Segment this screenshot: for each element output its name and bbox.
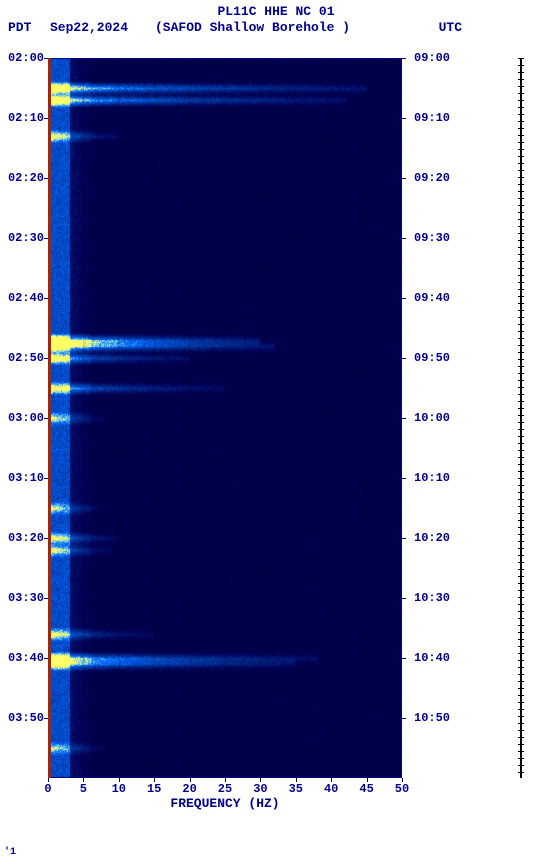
y-tick-right: 10:10 <box>414 471 450 485</box>
tick-mark <box>402 298 406 299</box>
y-tick-right: 10:00 <box>414 411 450 425</box>
y-tick-right: 10:50 <box>414 711 450 725</box>
tick-mark <box>367 778 368 782</box>
tick-mark <box>402 658 406 659</box>
tick-mark <box>154 778 155 782</box>
x-tick: 40 <box>324 782 338 796</box>
y-tick-left: 03:40 <box>0 651 44 665</box>
tick-mark <box>190 778 191 782</box>
tick-mark <box>44 58 48 59</box>
y-tick-left: 02:50 <box>0 351 44 365</box>
y-tick-right: 09:20 <box>414 171 450 185</box>
y-tick-right: 09:50 <box>414 351 450 365</box>
x-tick: 20 <box>182 782 196 796</box>
y-tick-right: 09:40 <box>414 291 450 305</box>
y-tick-left: 02:00 <box>0 51 44 65</box>
tick-mark <box>402 598 406 599</box>
tick-mark <box>402 718 406 719</box>
tick-mark <box>44 298 48 299</box>
zero-frequency-line <box>48 58 51 778</box>
timezone-left-label: PDT <box>8 20 31 35</box>
y-tick-left: 03:20 <box>0 531 44 545</box>
tick-mark <box>44 598 48 599</box>
station-description: (SAFOD Shallow Borehole ) <box>155 20 350 35</box>
tick-mark <box>44 538 48 539</box>
y-tick-left: 03:10 <box>0 471 44 485</box>
y-tick-right: 09:30 <box>414 231 450 245</box>
tick-mark <box>83 778 84 782</box>
tick-mark <box>402 238 406 239</box>
x-tick: 30 <box>253 782 267 796</box>
x-tick: 0 <box>44 782 51 796</box>
x-axis-label: FREQUENCY (HZ) <box>0 796 450 811</box>
amplitude-scale-bar <box>520 58 522 778</box>
tick-mark <box>260 778 261 782</box>
y-tick-right: 10:20 <box>414 531 450 545</box>
y-tick-right: 09:10 <box>414 111 450 125</box>
tick-mark <box>402 178 406 179</box>
tick-mark <box>44 418 48 419</box>
tick-mark <box>402 538 406 539</box>
tick-mark <box>44 358 48 359</box>
x-tick: 10 <box>112 782 126 796</box>
y-tick-left: 03:30 <box>0 591 44 605</box>
x-tick: 35 <box>289 782 303 796</box>
y-tick-left: 03:00 <box>0 411 44 425</box>
y-tick-right: 10:40 <box>414 651 450 665</box>
y-tick-right: 09:00 <box>414 51 450 65</box>
corner-mark: '1 <box>4 847 16 858</box>
tick-mark <box>225 778 226 782</box>
y-tick-left: 02:40 <box>0 291 44 305</box>
tick-mark <box>44 658 48 659</box>
x-tick: 15 <box>147 782 161 796</box>
tick-mark <box>331 778 332 782</box>
tick-mark <box>402 478 406 479</box>
y-tick-left: 02:20 <box>0 171 44 185</box>
tick-mark <box>44 178 48 179</box>
date-label: Sep22,2024 <box>50 20 128 35</box>
tick-mark <box>296 778 297 782</box>
y-tick-left: 02:30 <box>0 231 44 245</box>
chart-title: PL11C HHE NC 01 <box>0 4 552 19</box>
tick-mark <box>402 418 406 419</box>
tick-mark <box>402 358 406 359</box>
spectrogram-plot <box>48 58 402 778</box>
tick-mark <box>44 118 48 119</box>
tick-mark <box>44 478 48 479</box>
timezone-right-label: UTC <box>439 20 462 35</box>
tick-mark <box>402 778 403 782</box>
tick-mark <box>44 238 48 239</box>
x-tick: 45 <box>359 782 373 796</box>
tick-mark <box>44 718 48 719</box>
y-tick-left: 02:10 <box>0 111 44 125</box>
tick-mark <box>119 778 120 782</box>
tick-mark <box>48 778 49 782</box>
tick-mark <box>402 118 406 119</box>
tick-mark <box>402 58 406 59</box>
y-tick-left: 03:50 <box>0 711 44 725</box>
x-tick: 5 <box>80 782 87 796</box>
x-tick: 50 <box>395 782 409 796</box>
x-tick: 25 <box>218 782 232 796</box>
y-tick-right: 10:30 <box>414 591 450 605</box>
